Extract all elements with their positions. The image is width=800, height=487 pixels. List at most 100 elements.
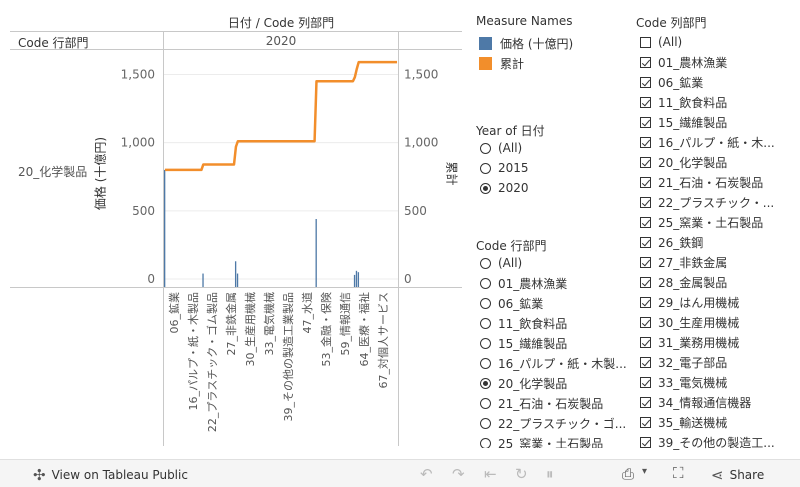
column-filter-option[interactable]: 16_パルプ・紙・木...	[640, 132, 790, 152]
revert-icon[interactable]: ⇤	[484, 465, 497, 483]
column-filter-option[interactable]: 22_プラスチック・...	[640, 192, 790, 212]
column-filter-option-label: 28_金属製品	[658, 275, 728, 290]
column-filter-option[interactable]: 32_電子部品	[640, 352, 790, 372]
column-filter-option[interactable]: 21_石油・石炭製品	[640, 172, 790, 192]
checkbox-icon[interactable]	[640, 316, 651, 328]
radio-icon[interactable]	[480, 182, 491, 194]
bar	[236, 273, 239, 287]
pause-icon[interactable]: ⏸	[546, 465, 554, 483]
column-filter-option[interactable]: 34_情報通信機器	[640, 392, 790, 412]
right-tick-label: 1,000	[404, 136, 438, 150]
row-filter-option[interactable]: 15_繊維製品	[480, 333, 627, 353]
checkbox-icon[interactable]	[640, 336, 651, 348]
right-tick-label: 0	[404, 272, 412, 286]
x-tick-label: 33_電気機械	[262, 292, 276, 356]
row-filter-option[interactable]: 16_パルプ・紙・木製...	[480, 353, 627, 373]
checkbox-icon[interactable]	[640, 376, 651, 388]
right-tick-label: 1,500	[404, 67, 438, 81]
checkbox-icon[interactable]	[640, 216, 651, 228]
row-filter-option[interactable]: 11_飲食料品	[480, 313, 627, 333]
column-filter-option[interactable]: 30_生産用機械	[640, 312, 790, 332]
row-filter-option[interactable]: 21_石油・石炭製品	[480, 393, 627, 413]
year-filter-option[interactable]: (All)	[480, 138, 529, 158]
redo-icon[interactable]: ↷	[452, 465, 465, 483]
column-filter-option[interactable]: 39_その他の製造工...	[640, 432, 790, 450]
radio-icon[interactable]	[480, 277, 491, 289]
row-filter-option[interactable]: 25_窯業・土石製品	[480, 433, 627, 448]
column-filter-option[interactable]: 26_鉄鋼	[640, 232, 790, 252]
column-filter-option[interactable]: 35_輸送機械	[640, 412, 790, 432]
combo-chart[interactable]: 0 0 500 500 1,000 1,000 1,500 1,500 06_鉱業 16_パルプ・…	[0, 0, 470, 459]
column-filter-option[interactable]: 27_非鉄金属	[640, 252, 790, 272]
column-filter-option-label: 22_プラスチック・...	[658, 195, 775, 210]
fullscreen-icon[interactable]: ⛶	[673, 464, 684, 482]
checkbox-icon[interactable]	[640, 296, 651, 308]
column-filter-option[interactable]: 28_金属製品	[640, 272, 790, 292]
checkbox-icon[interactable]	[640, 56, 651, 68]
column-filter-option[interactable]: 11_飲食料品	[640, 92, 790, 112]
radio-icon[interactable]	[480, 257, 491, 269]
view-on-tableau-button[interactable]: ✣ View on Tableau Public	[33, 466, 188, 484]
x-tick-label: 16_パルプ・紙・木製品	[186, 292, 200, 411]
year-header: 2020	[265, 34, 297, 48]
checkbox-icon[interactable]	[640, 96, 651, 108]
legend-swatch-price	[479, 36, 492, 50]
column-filter-option[interactable]: 15_繊維製品	[640, 112, 790, 132]
column-filter-option-label: 15_繊維製品	[658, 115, 728, 130]
row-filter-option[interactable]: 01_農林漁業	[480, 273, 627, 293]
checkbox-icon[interactable]	[640, 356, 651, 368]
radio-icon[interactable]	[480, 377, 491, 389]
checkbox-icon[interactable]	[640, 236, 651, 248]
radio-icon[interactable]	[480, 437, 491, 448]
radio-icon[interactable]	[480, 142, 491, 154]
radio-icon[interactable]	[480, 317, 491, 329]
radio-icon[interactable]	[480, 337, 491, 349]
download-icon[interactable]: ⎙	[622, 465, 635, 483]
x-tick-label: 64_医療・福祉	[357, 292, 371, 367]
column-filter-option[interactable]: 25_窯業・土石製品	[640, 212, 790, 232]
radio-icon[interactable]	[480, 297, 491, 309]
radio-icon[interactable]	[480, 357, 491, 369]
checkbox-icon[interactable]	[640, 116, 651, 128]
undo-icon[interactable]: ↶	[420, 465, 433, 483]
radio-icon[interactable]	[480, 417, 491, 429]
checkbox-icon[interactable]	[640, 76, 651, 88]
bar	[357, 272, 360, 287]
row-filter-option-label: 20_化学製品	[498, 376, 568, 391]
column-filter-option[interactable]: 20_化学製品	[640, 152, 790, 172]
year-filter-option[interactable]: 2020	[480, 178, 529, 198]
download-chevron-icon[interactable]: ▾	[642, 466, 648, 477]
checkbox-icon[interactable]	[640, 276, 651, 288]
checkbox-icon[interactable]	[640, 196, 651, 208]
row-filter-option[interactable]: 06_鉱業	[480, 293, 627, 313]
legend-item-cumulative[interactable]: 累計	[479, 53, 573, 73]
row-filter-option[interactable]: 22_プラスチック・ゴ...	[480, 413, 627, 433]
year-filter-option-label: 2015	[498, 161, 529, 175]
row-filter-option[interactable]: (All)	[480, 253, 627, 273]
column-filter-option[interactable]: 33_電気機械	[640, 372, 790, 392]
column-filter-option[interactable]: 31_業務用機械	[640, 332, 790, 352]
checkbox-icon[interactable]	[640, 396, 651, 408]
checkbox-icon[interactable]	[640, 176, 651, 188]
share-button[interactable]: ⋖ Share	[711, 466, 764, 484]
checkbox-icon[interactable]	[640, 136, 651, 148]
checkbox-icon[interactable]	[640, 436, 651, 448]
checkbox-icon[interactable]	[640, 256, 651, 268]
left-tick-label: 500	[132, 204, 155, 218]
column-filter-option[interactable]: 06_鉱業	[640, 72, 790, 92]
x-tick-label: 67_対個人サービス	[376, 292, 390, 389]
view-on-tableau-label: View on Tableau Public	[51, 468, 188, 482]
year-filter-option[interactable]: 2015	[480, 158, 529, 178]
row-filter-option[interactable]: 20_化学製品	[480, 373, 627, 393]
refresh-icon[interactable]: ↻	[515, 465, 528, 483]
column-filter-option[interactable]: 01_農林漁業	[640, 52, 790, 72]
radio-icon[interactable]	[480, 162, 491, 174]
checkbox-icon[interactable]	[640, 156, 651, 168]
year-filter-title: Year of 日付	[476, 124, 545, 138]
checkbox-icon[interactable]	[640, 416, 651, 428]
radio-icon[interactable]	[480, 397, 491, 409]
column-filter-option[interactable]: (All)	[640, 32, 790, 52]
legend-item-price[interactable]: 価格 (十億円)	[479, 33, 573, 53]
column-filter-option[interactable]: 29_はん用機械	[640, 292, 790, 312]
checkbox-icon[interactable]	[640, 36, 651, 48]
